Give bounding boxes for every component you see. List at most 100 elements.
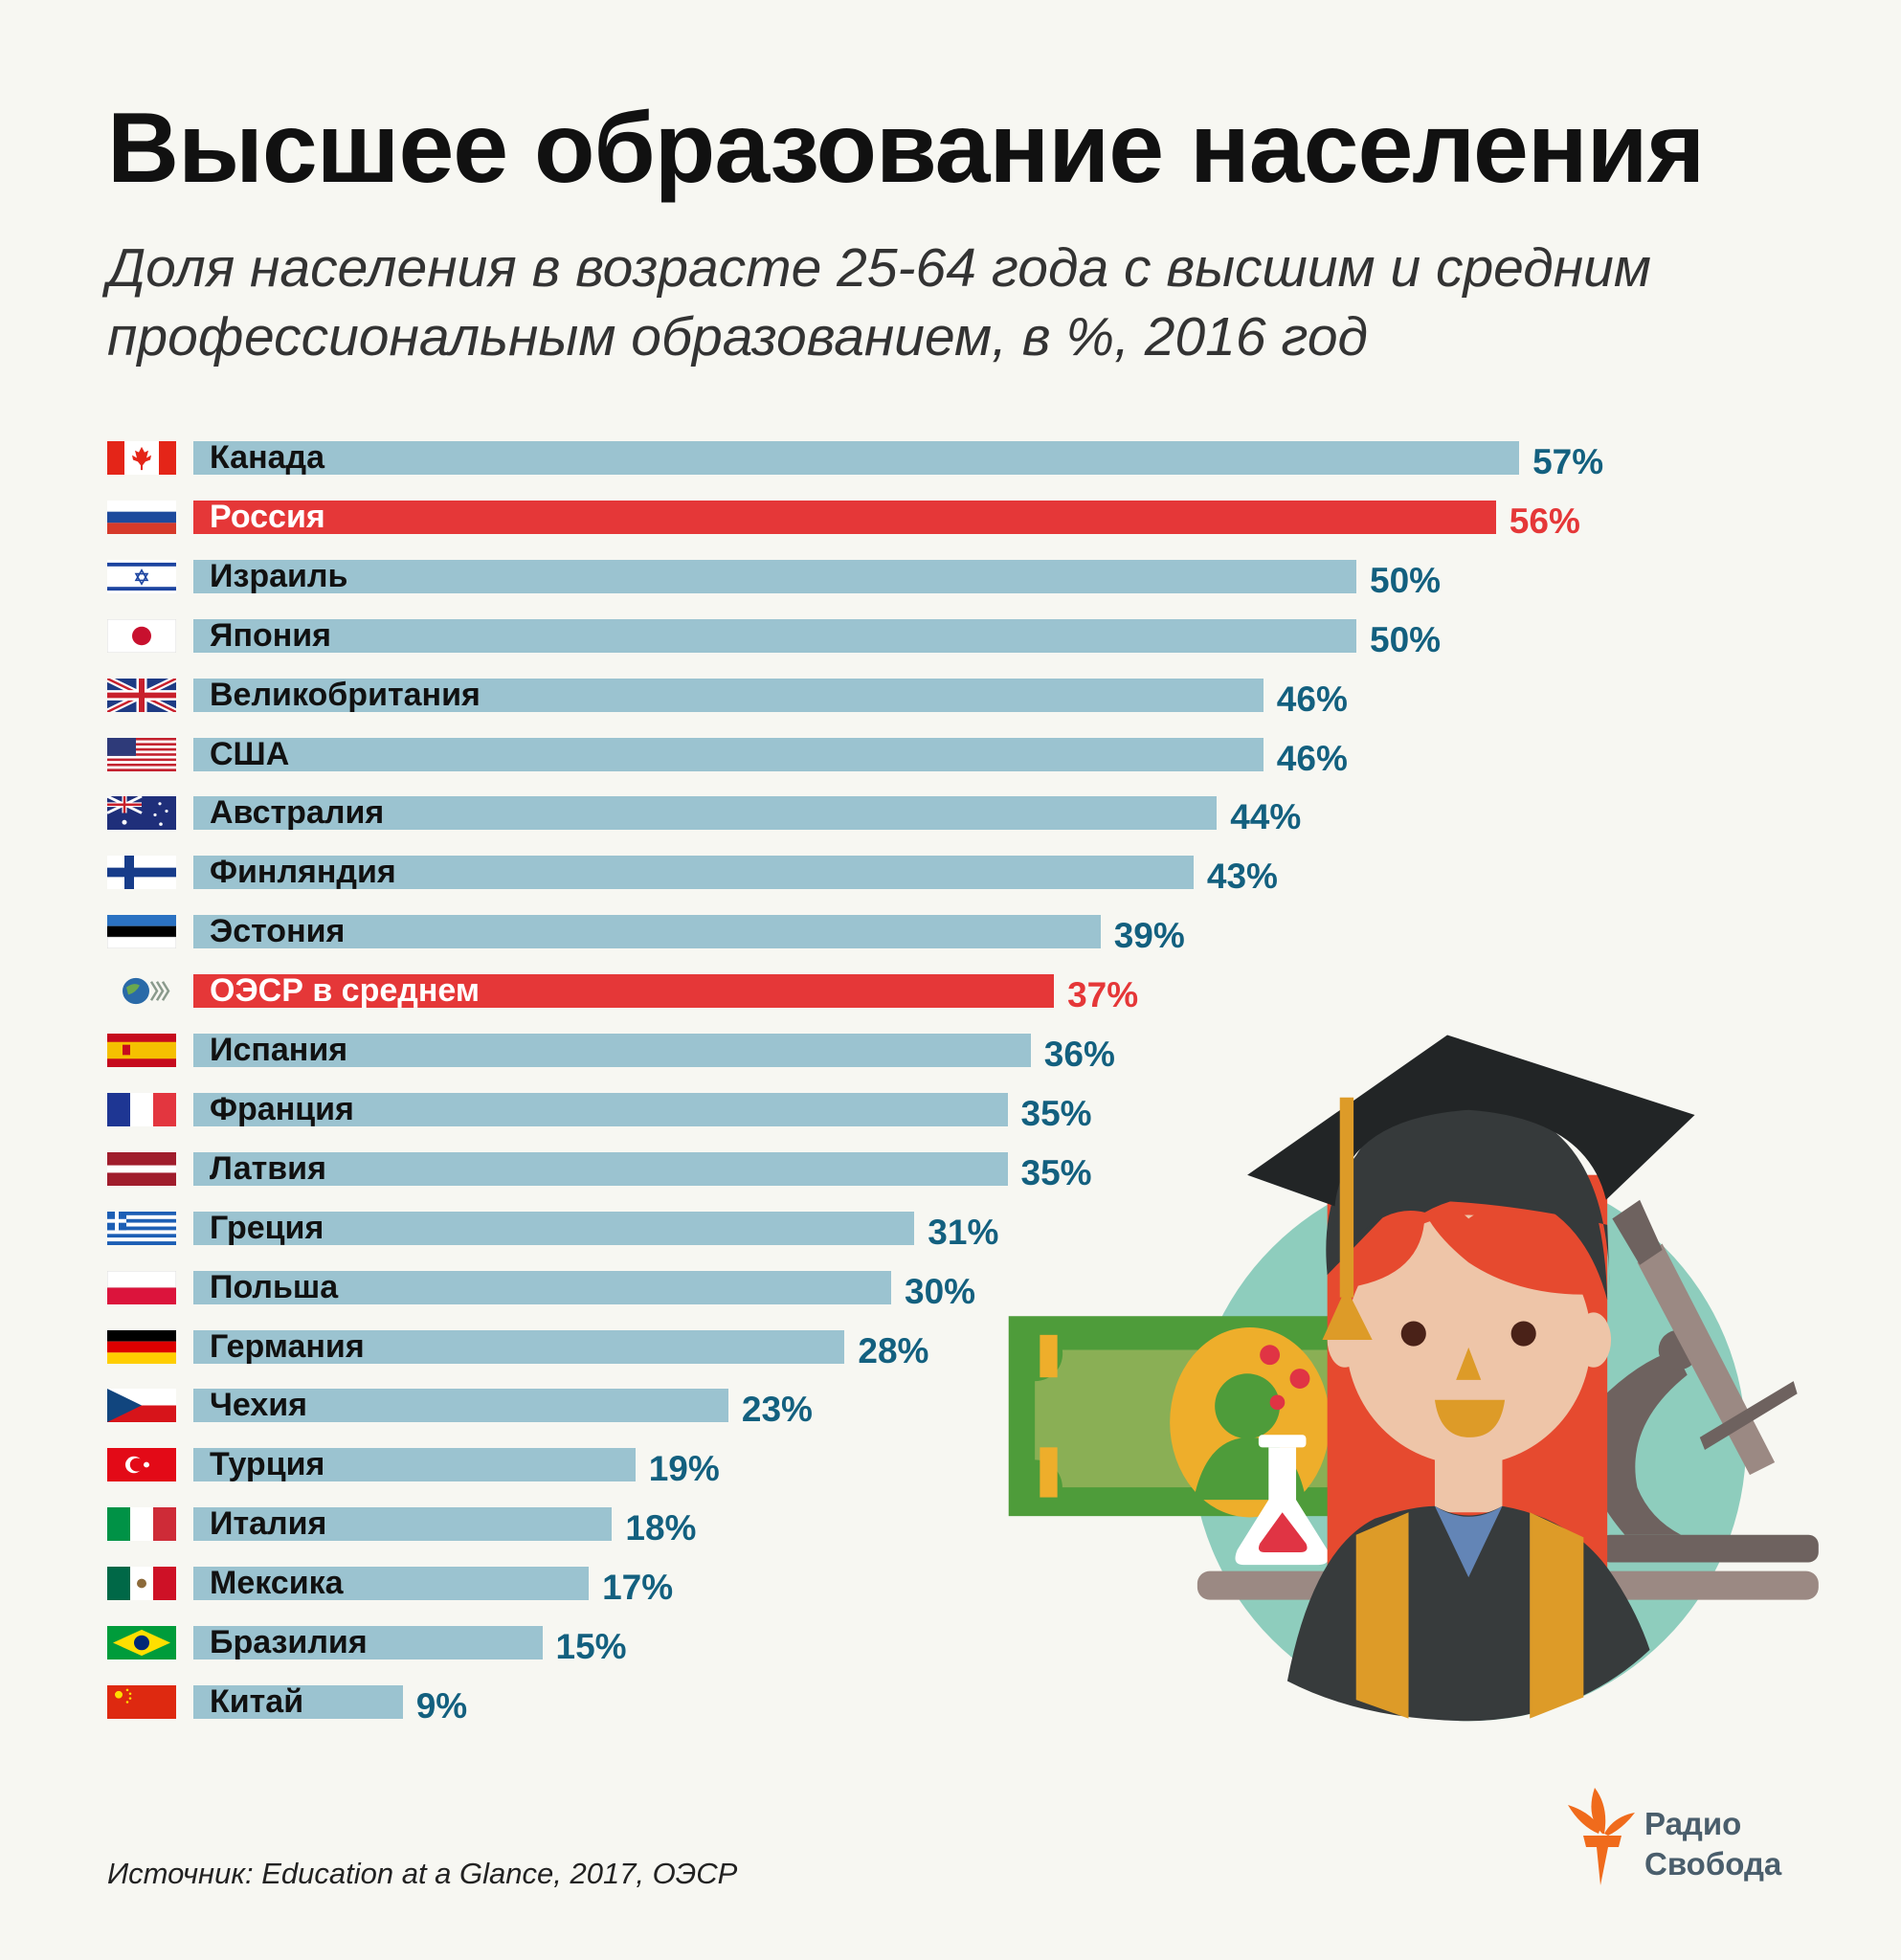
category-label: Канада bbox=[210, 439, 325, 476]
bar-row: ОЭСР в среднем 37% bbox=[0, 972, 1901, 1014]
bar bbox=[193, 678, 1264, 712]
bar-row: Россия 56% bbox=[0, 499, 1901, 540]
bar-row: Испания 36% bbox=[0, 1032, 1901, 1074]
category-label: Чехия bbox=[210, 1387, 307, 1424]
value-label: 15% bbox=[555, 1627, 627, 1666]
flag-mexico-icon bbox=[107, 1567, 176, 1601]
bar-row: Мексика 17% bbox=[0, 1565, 1901, 1607]
radio-svoboda-logo: Радио Свобода bbox=[1566, 1778, 1796, 1891]
value-label: 50% bbox=[1370, 619, 1442, 659]
flag-canada-icon bbox=[107, 441, 176, 475]
bar bbox=[193, 1034, 1031, 1067]
bar-row: Италия 18% bbox=[0, 1505, 1901, 1548]
flag-czech-icon bbox=[107, 1389, 176, 1423]
flag-japan-icon bbox=[107, 618, 176, 653]
bar bbox=[193, 1270, 891, 1304]
flag-russia-icon bbox=[107, 500, 176, 534]
bar-row: Эстония 39% bbox=[0, 913, 1901, 955]
flag-estonia-icon bbox=[107, 915, 176, 949]
value-label: 18% bbox=[625, 1508, 697, 1548]
value-label: 50% bbox=[1370, 560, 1442, 600]
category-label: США bbox=[210, 735, 290, 772]
flag-uk-icon bbox=[107, 678, 176, 712]
category-label: Бразилия bbox=[210, 1624, 368, 1660]
category-label: Италия bbox=[210, 1505, 327, 1543]
category-label: Греция bbox=[210, 1209, 324, 1246]
flag-germany-icon bbox=[107, 1329, 176, 1364]
bar-row: Бразилия 15% bbox=[0, 1624, 1901, 1666]
value-label: 57% bbox=[1532, 442, 1604, 481]
value-label: 35% bbox=[1020, 1093, 1092, 1133]
category-label: Польша bbox=[210, 1268, 339, 1305]
bar bbox=[193, 856, 1194, 890]
subtitle: Доля населения в возрасте 25-64 года с в… bbox=[107, 234, 1651, 371]
subtitle-line-2: профессиональным образованием, в %, 2016… bbox=[107, 306, 1369, 368]
category-label: Израиль bbox=[210, 557, 348, 594]
category-label: Китай bbox=[210, 1682, 304, 1720]
bar bbox=[193, 1389, 728, 1423]
category-label: Мексика bbox=[210, 1565, 344, 1602]
value-label: 46% bbox=[1276, 738, 1348, 778]
bar bbox=[193, 796, 1218, 831]
bar-row: Финляндия 43% bbox=[0, 854, 1901, 896]
subtitle-line-1: Доля населения в возрасте 25-64 года с в… bbox=[107, 237, 1651, 299]
value-label: 30% bbox=[905, 1271, 976, 1311]
value-label: 37% bbox=[1067, 975, 1139, 1015]
category-label: Германия bbox=[210, 1327, 365, 1365]
value-label: 36% bbox=[1043, 1035, 1115, 1074]
bar bbox=[193, 1151, 1008, 1186]
bar bbox=[193, 1567, 590, 1601]
source-note: Источник: Education at a Glance, 2017, О… bbox=[107, 1857, 738, 1890]
value-label: 23% bbox=[741, 1390, 813, 1430]
value-label: 46% bbox=[1276, 679, 1348, 719]
value-label: 19% bbox=[648, 1449, 720, 1489]
bar-row: Греция 31% bbox=[0, 1209, 1901, 1251]
flag-australia-icon bbox=[107, 796, 176, 831]
value-label: 17% bbox=[602, 1568, 674, 1608]
flag-spain-icon bbox=[107, 1034, 176, 1067]
bar-row: Израиль 50% bbox=[0, 557, 1901, 599]
category-label: Франция bbox=[210, 1090, 354, 1127]
bar-row: Германия 28% bbox=[0, 1327, 1901, 1370]
flag-brazil-icon bbox=[107, 1626, 176, 1659]
bar bbox=[193, 1507, 613, 1542]
bar bbox=[193, 500, 1496, 534]
bar bbox=[193, 1626, 543, 1659]
bar-row: Великобритания 46% bbox=[0, 676, 1901, 718]
category-label: Испания bbox=[210, 1032, 348, 1068]
flag-poland-icon bbox=[107, 1270, 176, 1304]
category-label: ОЭСР в среднем bbox=[210, 972, 480, 1010]
bar bbox=[193, 915, 1101, 949]
category-label: Великобритания bbox=[210, 676, 481, 713]
bar-row: Австралия 44% bbox=[0, 794, 1901, 836]
flag-france-icon bbox=[107, 1092, 176, 1126]
category-label: Эстония bbox=[210, 913, 346, 950]
bar-row: Турция 19% bbox=[0, 1446, 1901, 1488]
value-label: 28% bbox=[858, 1330, 929, 1370]
category-label: Япония bbox=[210, 616, 332, 654]
bar bbox=[193, 737, 1264, 771]
bar bbox=[193, 1684, 403, 1719]
bar bbox=[193, 441, 1520, 475]
bar-row: Канада 57% bbox=[0, 439, 1901, 481]
bar-row: Япония 50% bbox=[0, 616, 1901, 658]
bar-row: Франция 35% bbox=[0, 1090, 1901, 1132]
flag-turkey-icon bbox=[107, 1448, 176, 1482]
category-label: Латвия bbox=[210, 1149, 326, 1187]
bar bbox=[193, 1329, 845, 1364]
bar bbox=[193, 1448, 636, 1482]
logo-line-1: Радио bbox=[1644, 1806, 1742, 1841]
value-label: 44% bbox=[1230, 797, 1302, 837]
bar bbox=[193, 559, 1356, 593]
category-label: Финляндия bbox=[210, 854, 396, 891]
bar-row: США 46% bbox=[0, 735, 1901, 777]
bar bbox=[193, 1211, 915, 1245]
value-label: 9% bbox=[415, 1685, 468, 1726]
value-label: 56% bbox=[1509, 501, 1580, 541]
logo-line-2: Свобода bbox=[1644, 1846, 1782, 1882]
category-label: Австралия bbox=[210, 794, 385, 832]
flag-greece-icon bbox=[107, 1211, 176, 1245]
page-title: Высшее образование населения bbox=[107, 93, 1705, 204]
category-label: Турция bbox=[210, 1446, 325, 1483]
value-label: 43% bbox=[1206, 857, 1278, 897]
